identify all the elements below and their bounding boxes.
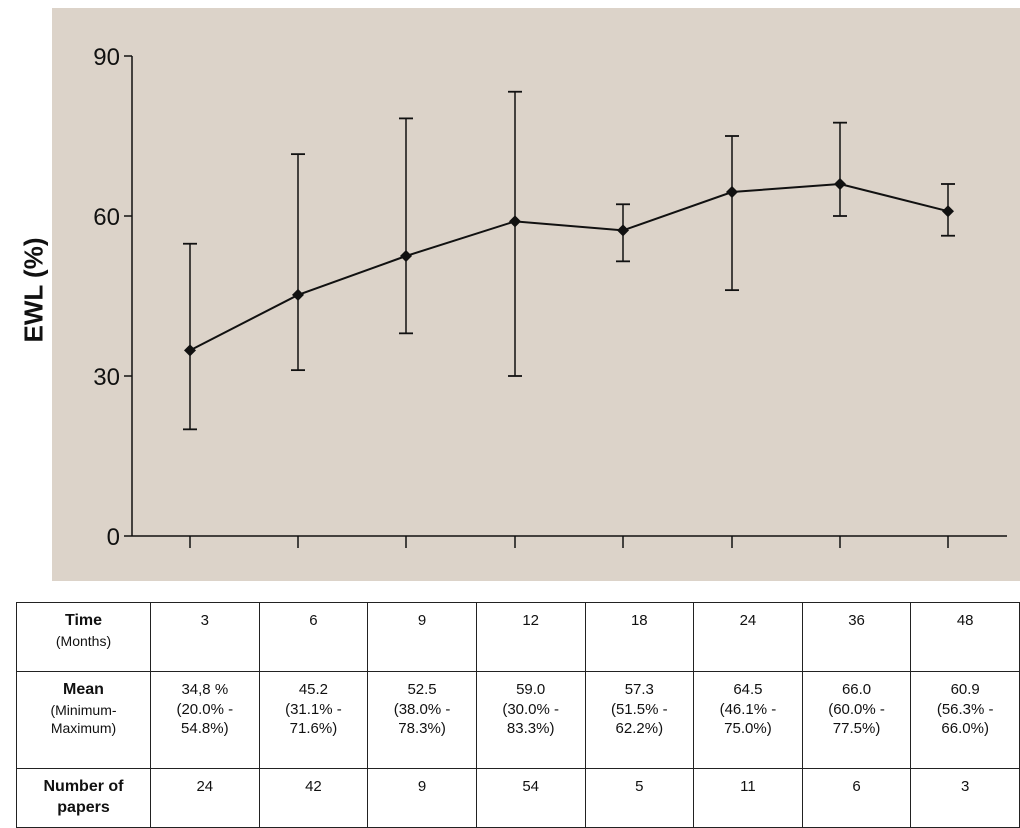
data-point	[509, 215, 521, 228]
papers-cell: 6	[801, 768, 912, 828]
row-header-mean: Mean (Minimum- Maximum)	[16, 671, 151, 769]
mean-cell: 66.0 (60.0% -77.5%)	[801, 671, 912, 769]
ewl-line-chart: 0 30 60 90	[93, 44, 1007, 551]
chart-panel: 0 30 60 90	[52, 8, 1020, 581]
data-point	[726, 186, 738, 198]
row-header-papers: Number of papers	[16, 768, 151, 828]
mean-cell: 64.5 (46.1% -75.0%)	[693, 671, 803, 769]
papers-cell: 5	[584, 768, 695, 828]
table-row-papers: Number of papers 24 42 9 54 5 11 6 3	[16, 768, 1020, 828]
y-tick-label: 60	[93, 204, 120, 231]
row-header-time: Time (Months)	[16, 602, 151, 672]
time-cell: 48	[910, 602, 1020, 672]
time-cell: 12	[475, 602, 586, 672]
y-tick-label: 0	[107, 524, 120, 551]
time-cell: 18	[584, 602, 695, 672]
y-tick-label: 90	[93, 44, 120, 71]
mean-cell: 59.0 (30.0% -83.3%)	[475, 671, 586, 769]
data-table: Time (Months) 3 6 9 12 18 24 36 48 Mean (Minimum- Ma…	[16, 602, 1020, 828]
data-point	[942, 205, 954, 218]
table-row-time: Time (Months) 3 6 9 12 18 24 36 48	[16, 602, 1020, 672]
papers-cell: 42	[258, 768, 369, 828]
papers-cell: 3	[910, 768, 1020, 828]
data-point	[400, 250, 412, 262]
mean-cell: 45.2 (31.1% -71.6%)	[258, 671, 369, 769]
series-line	[189, 182, 949, 352]
y-tick-label: 30	[93, 364, 120, 391]
table-row-mean: Mean (Minimum- Maximum) 34,8 % (20.0% -54.8%…	[16, 671, 1020, 769]
row-header-papers-main: Number of papers	[43, 778, 124, 816]
papers-cell: 9	[367, 768, 477, 828]
time-cell: 9	[367, 602, 477, 672]
row-header-mean-sub: (Minimum- Maximum)	[50, 701, 117, 736]
data-point	[617, 224, 629, 237]
row-header-mean-main: Mean	[63, 681, 104, 698]
mean-cell: 60.9 (56.3% -66.0%)	[910, 671, 1020, 769]
time-cell: 36	[801, 602, 912, 672]
papers-cell: 24	[150, 768, 260, 828]
mean-cell: 52.5 (38.0% -78.3%)	[367, 671, 477, 769]
papers-cell: 11	[693, 768, 803, 828]
time-cell: 3	[150, 602, 260, 672]
mean-cell: 57.3 (51.5% -62.2%)	[584, 671, 695, 769]
data-point	[292, 288, 304, 301]
y-axis-label: EWL (%)	[18, 237, 49, 343]
mean-cell: 34,8 % (20.0% -54.8%)	[150, 671, 260, 769]
row-header-time-sub: (Months)	[55, 632, 112, 649]
time-cell: 6	[258, 602, 369, 672]
data-point	[184, 344, 196, 357]
time-cell: 24	[693, 602, 803, 672]
papers-cell: 54	[475, 768, 586, 828]
data-point	[834, 178, 846, 190]
row-header-time-main: Time	[64, 612, 103, 629]
